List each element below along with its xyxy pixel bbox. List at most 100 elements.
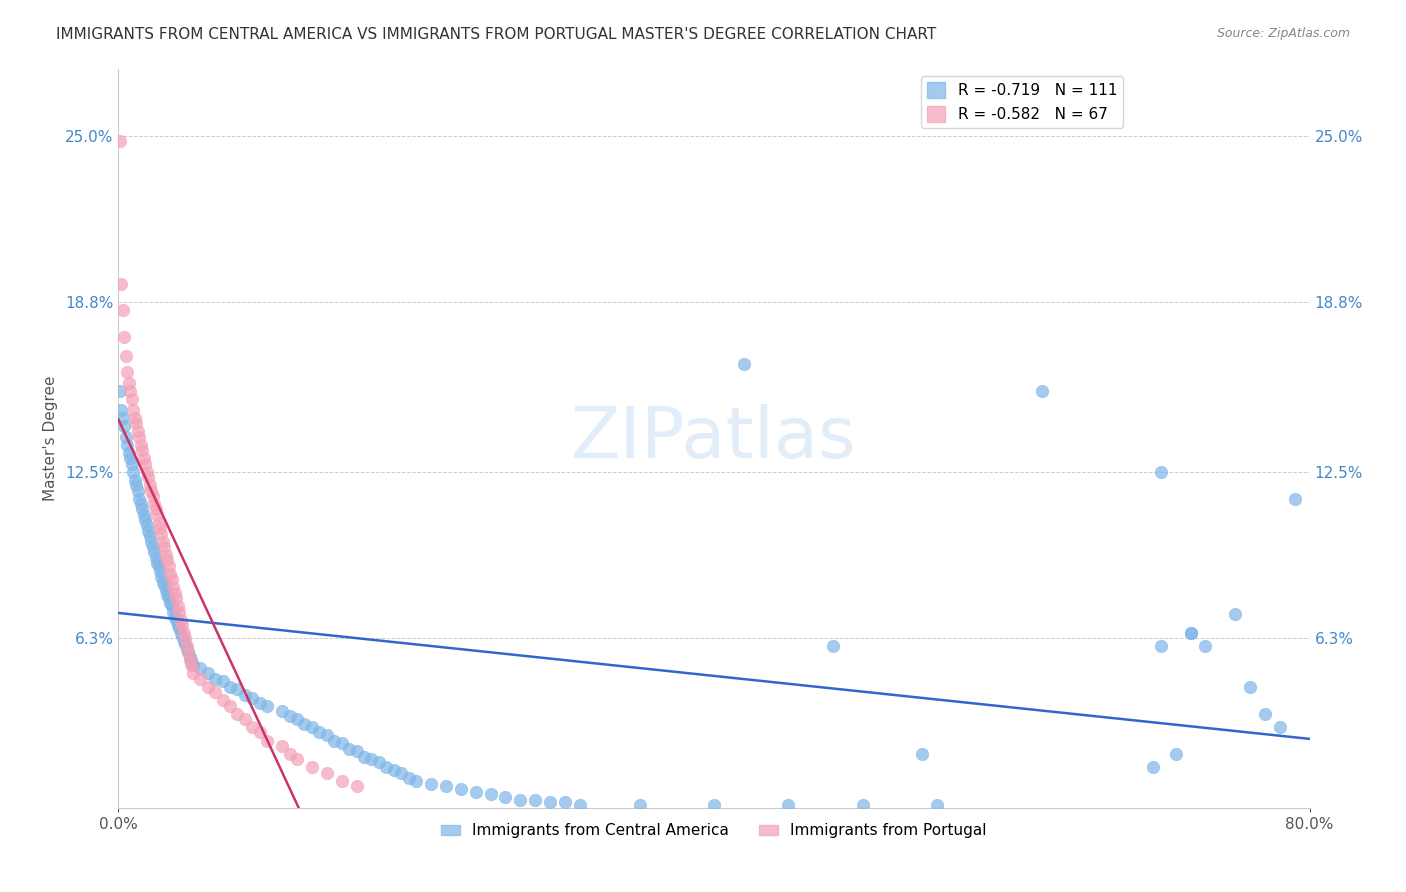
Point xyxy=(157,558,180,573)
Point xyxy=(271,739,294,753)
Point xyxy=(163,585,186,599)
Point xyxy=(778,798,800,813)
Point xyxy=(211,693,233,707)
Point xyxy=(159,566,181,581)
Point xyxy=(1254,706,1277,721)
Point xyxy=(173,626,195,640)
Point xyxy=(1225,607,1247,622)
Point xyxy=(233,688,256,702)
Point xyxy=(149,564,172,578)
Point xyxy=(219,680,242,694)
Point xyxy=(162,580,184,594)
Point xyxy=(108,134,131,148)
Point xyxy=(176,640,198,654)
Point xyxy=(148,558,170,573)
Point xyxy=(177,645,200,659)
Point xyxy=(554,796,576,810)
Point xyxy=(165,613,187,627)
Point xyxy=(135,518,157,533)
Text: IMMIGRANTS FROM CENTRAL AMERICA VS IMMIGRANTS FROM PORTUGAL MASTER'S DEGREE CORR: IMMIGRANTS FROM CENTRAL AMERICA VS IMMIG… xyxy=(56,27,936,42)
Point xyxy=(389,765,412,780)
Point xyxy=(337,741,360,756)
Point xyxy=(134,513,156,527)
Point xyxy=(153,577,176,591)
Point xyxy=(165,591,187,605)
Point xyxy=(128,491,150,506)
Point xyxy=(405,773,427,788)
Point xyxy=(278,747,301,761)
Point xyxy=(159,597,181,611)
Point xyxy=(125,417,148,431)
Point xyxy=(1284,491,1306,506)
Y-axis label: Master's Degree: Master's Degree xyxy=(44,376,58,501)
Point xyxy=(464,784,486,798)
Point xyxy=(450,781,472,796)
Point xyxy=(308,725,330,739)
Point xyxy=(226,706,249,721)
Point xyxy=(156,588,179,602)
Point xyxy=(538,796,561,810)
Point xyxy=(330,736,353,750)
Point xyxy=(703,798,725,813)
Point xyxy=(150,526,173,541)
Point xyxy=(118,446,141,460)
Point xyxy=(1164,747,1187,761)
Point xyxy=(160,599,183,614)
Point xyxy=(346,779,368,793)
Point xyxy=(1194,640,1216,654)
Point xyxy=(367,755,389,769)
Point xyxy=(121,392,143,406)
Point xyxy=(111,411,134,425)
Point xyxy=(197,666,219,681)
Point xyxy=(131,502,153,516)
Point xyxy=(149,521,172,535)
Point xyxy=(628,798,651,813)
Point xyxy=(382,763,405,777)
Point xyxy=(111,303,134,318)
Point xyxy=(271,704,294,718)
Point xyxy=(188,672,211,686)
Point xyxy=(1180,626,1202,640)
Point xyxy=(1180,626,1202,640)
Point xyxy=(249,725,271,739)
Point xyxy=(114,430,136,444)
Point xyxy=(124,411,146,425)
Point xyxy=(120,451,142,466)
Point xyxy=(152,534,174,549)
Point xyxy=(179,653,201,667)
Point xyxy=(240,720,263,734)
Point xyxy=(301,720,323,734)
Point xyxy=(136,470,159,484)
Point xyxy=(285,712,308,726)
Point xyxy=(170,613,193,627)
Point xyxy=(240,690,263,705)
Point xyxy=(1239,680,1261,694)
Point xyxy=(420,776,443,790)
Point xyxy=(568,798,591,813)
Point xyxy=(353,749,375,764)
Text: Source: ZipAtlas.com: Source: ZipAtlas.com xyxy=(1216,27,1350,40)
Point xyxy=(170,626,193,640)
Point xyxy=(142,489,165,503)
Point xyxy=(179,650,201,665)
Point xyxy=(169,605,191,619)
Point xyxy=(1031,384,1053,398)
Point xyxy=(155,548,177,562)
Point xyxy=(143,497,166,511)
Point xyxy=(180,658,202,673)
Text: ZIPatlas: ZIPatlas xyxy=(571,404,856,473)
Point xyxy=(127,425,149,439)
Point xyxy=(852,798,875,813)
Point xyxy=(136,524,159,538)
Point xyxy=(172,618,194,632)
Point xyxy=(152,574,174,589)
Point xyxy=(188,661,211,675)
Point xyxy=(129,497,152,511)
Point xyxy=(1268,720,1291,734)
Point xyxy=(108,384,131,398)
Point xyxy=(110,277,132,291)
Point xyxy=(162,605,184,619)
Point xyxy=(115,365,138,379)
Point xyxy=(134,457,156,471)
Point xyxy=(509,793,531,807)
